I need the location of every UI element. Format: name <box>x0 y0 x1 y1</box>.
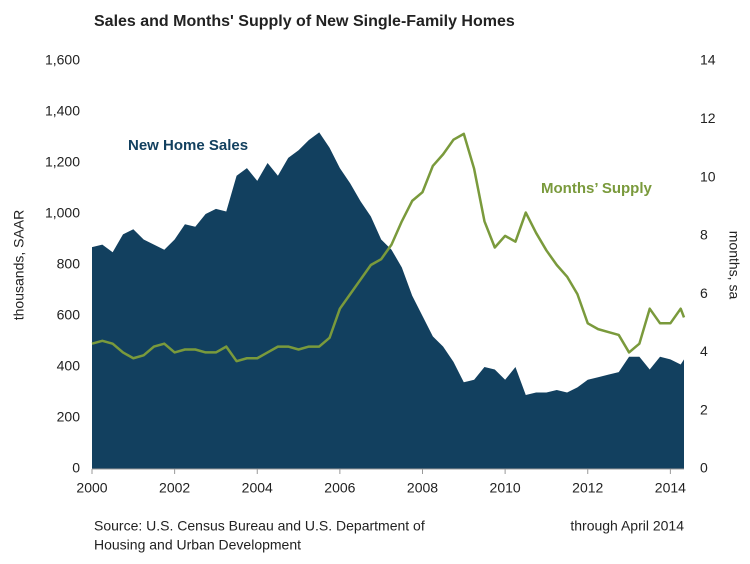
y-axis-label: thousands, SAAR <box>11 210 27 321</box>
y-tick-label: 1,600 <box>45 52 80 68</box>
x-tick-label: 2014 <box>655 480 686 496</box>
y2-tick-label: 2 <box>700 401 708 417</box>
y-tick-label: 600 <box>57 307 81 323</box>
sales-area <box>92 132 684 469</box>
y-tick-label: 1,200 <box>45 154 80 170</box>
y2-tick-label: 4 <box>700 343 708 359</box>
x-tick-label: 2008 <box>407 480 438 496</box>
y-tick-label: 1,000 <box>45 205 80 221</box>
y-tick-label: 0 <box>72 460 80 476</box>
x-tick-label: 2002 <box>159 480 190 496</box>
source: Source: U.S. Census Bureau and U.S. Depa… <box>94 518 425 534</box>
y-tick-label: 1,400 <box>45 103 80 119</box>
x-tick-label: 2004 <box>242 480 273 496</box>
x-tick-label: 2006 <box>324 480 355 496</box>
x-tick-label: 2000 <box>76 480 107 496</box>
supply-line <box>91 132 686 363</box>
y2-axis-label: months, sa <box>726 231 742 300</box>
annotation: Months’ Supply <box>541 180 652 197</box>
y-tick-label: 400 <box>57 358 81 374</box>
note: through April 2014 <box>570 518 684 534</box>
y2-tick-label: 8 <box>700 227 708 243</box>
y2-tick-label: 14 <box>700 52 716 68</box>
annotation: New Home Sales <box>128 137 248 154</box>
y2-tick-label: 12 <box>700 110 716 126</box>
x-tick-label: 2012 <box>572 480 603 496</box>
source: Housing and Urban Development <box>94 537 301 553</box>
y-tick-label: 200 <box>57 409 81 425</box>
chart-title: Sales and Months' Supply of New Single-F… <box>94 13 515 30</box>
y-tick-label: 800 <box>57 256 81 272</box>
x-tick-label: 2010 <box>490 480 521 496</box>
y2-tick-label: 10 <box>700 168 716 184</box>
y2-tick-label: 6 <box>700 285 708 301</box>
y2-tick-label: 0 <box>700 460 708 476</box>
